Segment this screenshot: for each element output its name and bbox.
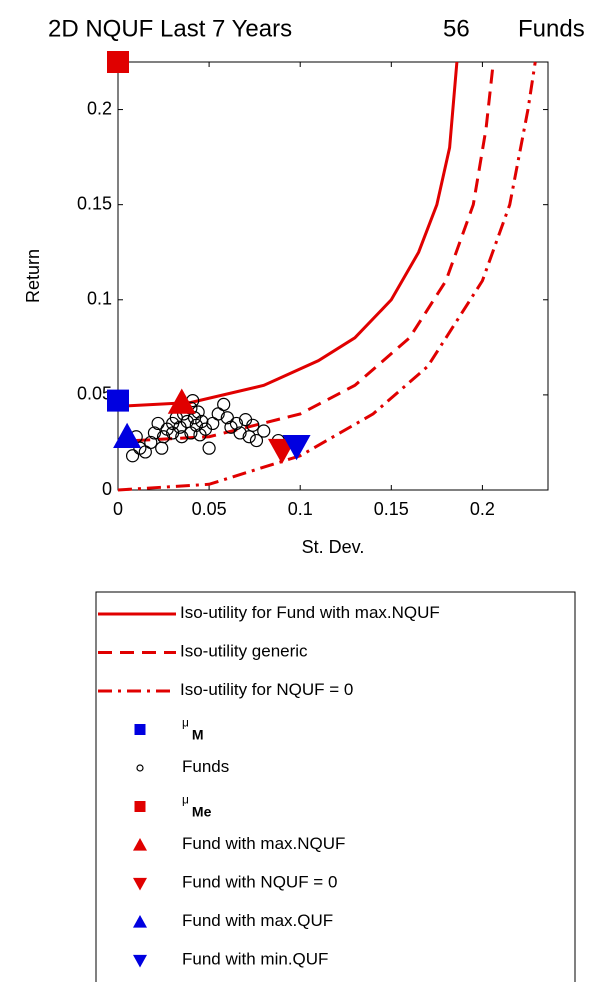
- legend-swatch: [133, 954, 147, 968]
- legend-label: Fund with NQUF = 0: [182, 873, 337, 892]
- legend-subscript: M: [192, 726, 204, 742]
- point: [107, 51, 129, 73]
- point: [257, 424, 271, 438]
- y-tick-label: 0: [102, 479, 112, 499]
- point: [144, 435, 158, 450]
- point: [282, 435, 311, 461]
- point: [249, 433, 264, 448]
- legend-label: μ: [182, 716, 189, 730]
- y-tick-label: 0.1: [87, 289, 112, 309]
- point: [229, 416, 244, 431]
- iso-utility-curve: [117, 61, 537, 492]
- y-axis-label: Return: [23, 249, 43, 303]
- point: [175, 430, 189, 444]
- point: [202, 441, 216, 455]
- legend-label: Funds: [182, 757, 229, 776]
- legend-entry: Iso-utility generic: [180, 642, 308, 661]
- legend-entry: Fund with max.QUF: [182, 911, 333, 930]
- x-axis-label: St. Dev.: [302, 537, 365, 557]
- x-tick-label: 0.1: [288, 499, 313, 519]
- legend-swatch: [133, 877, 147, 891]
- y-tick-label: 0.05: [77, 384, 112, 404]
- point: [107, 389, 129, 412]
- legend-swatch: [134, 801, 146, 812]
- point: [125, 449, 140, 463]
- legend-swatch: [133, 915, 147, 928]
- legend-entry: μM: [182, 716, 204, 743]
- point: [246, 418, 260, 432]
- point: [155, 441, 169, 455]
- legend-label: Fund with max.NQUF: [182, 834, 345, 853]
- chart-title: 2D NQUF Last 7 Years: [48, 15, 292, 42]
- point: [217, 397, 231, 411]
- point: [113, 422, 142, 448]
- legend-label: Fund with min.QUF: [182, 950, 328, 969]
- fund-count-label: Funds: [518, 15, 585, 42]
- iso-utility-curve: [117, 61, 459, 408]
- legend-label: Iso-utility for NQUF = 0: [180, 680, 353, 699]
- x-tick-label: 0.05: [192, 499, 227, 519]
- legend-label: μ: [182, 793, 189, 807]
- fund-count: 56: [443, 15, 470, 42]
- point: [195, 414, 209, 429]
- x-tick-label: 0: [113, 499, 123, 519]
- legend-entry: Fund with NQUF = 0: [182, 873, 337, 892]
- legend-entry: μMe: [182, 793, 212, 820]
- x-tick-label: 0.15: [374, 499, 409, 519]
- legend-entry: Iso-utility for NQUF = 0: [180, 680, 353, 699]
- legend-label: Fund with max.QUF: [182, 911, 333, 930]
- x-tick-label: 0.2: [470, 499, 495, 519]
- y-tick-label: 0.2: [87, 98, 112, 118]
- legend-entry: Fund with max.NQUF: [182, 834, 345, 853]
- plot-frame: [117, 61, 549, 491]
- legend-swatch: [134, 724, 146, 735]
- legend-subscript: Me: [192, 803, 212, 819]
- legend-entry: Funds: [182, 757, 229, 776]
- legend-swatch: [136, 764, 144, 772]
- legend-entry: Iso-utility for Fund with max.NQUF: [180, 603, 440, 622]
- legend-entry: Fund with min.QUF: [182, 950, 328, 969]
- iso-utility-curve: [136, 61, 495, 443]
- legend-box: [95, 591, 576, 982]
- legend-label: Iso-utility generic: [180, 642, 308, 661]
- point: [147, 426, 162, 440]
- legend-swatch: [133, 838, 147, 851]
- y-tick-label: 0.15: [77, 193, 112, 213]
- point: [167, 388, 196, 414]
- legend-label: Iso-utility for Fund with max.NQUF: [180, 603, 440, 622]
- point: [233, 426, 247, 440]
